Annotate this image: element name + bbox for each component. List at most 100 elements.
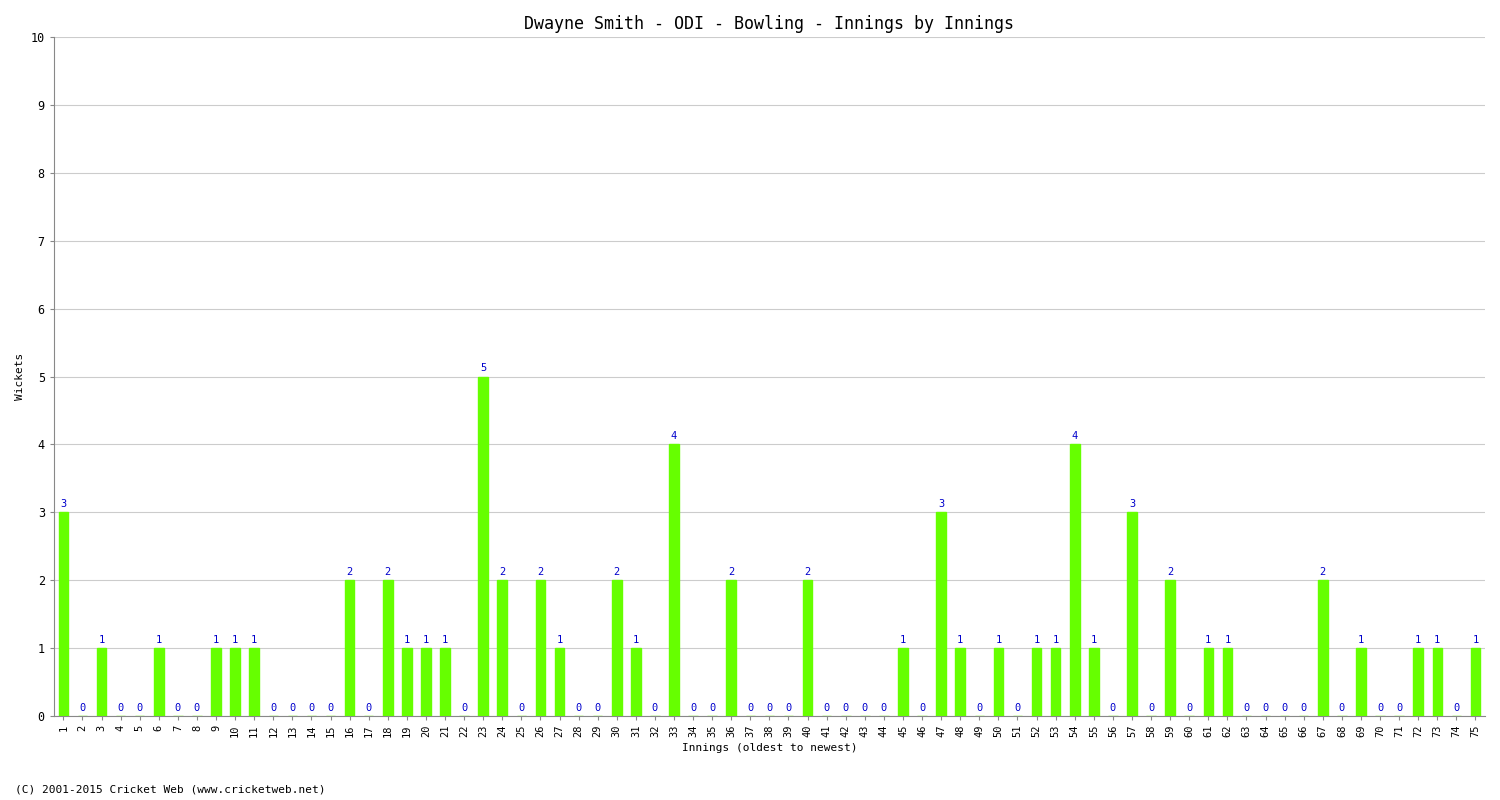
Text: 0: 0 [1014, 702, 1020, 713]
Text: 0: 0 [1396, 702, 1402, 713]
Text: 1: 1 [1434, 634, 1440, 645]
Bar [440, 648, 450, 716]
Text: 0: 0 [920, 702, 926, 713]
Text: 0: 0 [1281, 702, 1288, 713]
Text: (C) 2001-2015 Cricket Web (www.cricketweb.net): (C) 2001-2015 Cricket Web (www.cricketwe… [15, 784, 326, 794]
Bar [956, 648, 964, 716]
Text: 0: 0 [1340, 702, 1346, 713]
Text: 2: 2 [500, 567, 506, 577]
Text: 0: 0 [861, 702, 868, 713]
Text: 0: 0 [1186, 702, 1192, 713]
Bar [382, 580, 393, 716]
Text: 0: 0 [690, 702, 696, 713]
Text: 1: 1 [1358, 634, 1364, 645]
Bar [936, 512, 946, 716]
Text: 0: 0 [747, 702, 753, 713]
Text: 1: 1 [232, 634, 238, 645]
Bar [98, 648, 106, 716]
Bar [231, 648, 240, 716]
Text: 1: 1 [442, 634, 448, 645]
Text: 3: 3 [938, 499, 945, 509]
Text: 1: 1 [633, 634, 639, 645]
Text: 0: 0 [136, 702, 142, 713]
Text: 0: 0 [80, 702, 86, 713]
Text: 2: 2 [728, 567, 735, 577]
Text: 0: 0 [652, 702, 658, 713]
Text: 0: 0 [1300, 702, 1306, 713]
Bar [211, 648, 220, 716]
Y-axis label: Wickets: Wickets [15, 353, 26, 400]
Bar [1356, 648, 1365, 716]
Bar [1432, 648, 1442, 716]
Bar [1222, 648, 1232, 716]
Text: 0: 0 [766, 702, 772, 713]
Text: 1: 1 [1053, 634, 1059, 645]
Text: 0: 0 [518, 702, 525, 713]
Text: 3: 3 [1130, 499, 1136, 509]
Text: 0: 0 [710, 702, 716, 713]
Text: 1: 1 [996, 634, 1002, 645]
Text: 0: 0 [290, 702, 296, 713]
Bar [1203, 648, 1214, 716]
Text: 1: 1 [957, 634, 963, 645]
Bar [345, 580, 354, 716]
Text: 0: 0 [1244, 702, 1250, 713]
Bar [1032, 648, 1041, 716]
Bar [993, 648, 1004, 716]
Text: 1: 1 [251, 634, 258, 645]
Bar [1318, 580, 1328, 716]
Text: 1: 1 [213, 634, 219, 645]
X-axis label: Innings (oldest to newest): Innings (oldest to newest) [681, 743, 856, 753]
Bar [58, 512, 68, 716]
Text: 0: 0 [327, 702, 333, 713]
Text: 0: 0 [1148, 702, 1154, 713]
Text: 1: 1 [423, 634, 429, 645]
Text: 0: 0 [576, 702, 582, 713]
Text: 0: 0 [174, 702, 182, 713]
Text: 0: 0 [594, 702, 602, 713]
Bar [498, 580, 507, 716]
Bar [1070, 445, 1080, 716]
Title: Dwayne Smith - ODI - Bowling - Innings by Innings: Dwayne Smith - ODI - Bowling - Innings b… [525, 15, 1014, 33]
Text: 0: 0 [843, 702, 849, 713]
Text: 4: 4 [1071, 431, 1078, 441]
Bar [249, 648, 259, 716]
Bar [1052, 648, 1060, 716]
Text: 0: 0 [1110, 702, 1116, 713]
Text: 2: 2 [804, 567, 810, 577]
Text: 0: 0 [194, 702, 200, 713]
Text: 0: 0 [460, 702, 466, 713]
Text: 2: 2 [537, 567, 543, 577]
Text: 1: 1 [99, 634, 105, 645]
Bar [478, 377, 488, 716]
Text: 1: 1 [1090, 634, 1096, 645]
Text: 5: 5 [480, 363, 486, 374]
Bar [898, 648, 908, 716]
Bar [1166, 580, 1174, 716]
Text: 0: 0 [880, 702, 886, 713]
Bar [1126, 512, 1137, 716]
Text: 0: 0 [786, 702, 792, 713]
Text: 1: 1 [156, 634, 162, 645]
Bar [632, 648, 640, 716]
Bar [555, 648, 564, 716]
Bar [1413, 648, 1424, 716]
Text: 1: 1 [404, 634, 410, 645]
Text: 0: 0 [1263, 702, 1269, 713]
Bar [1470, 648, 1480, 716]
Text: 2: 2 [614, 567, 620, 577]
Text: 1: 1 [1473, 634, 1479, 645]
Text: 1: 1 [556, 634, 562, 645]
Text: 2: 2 [1167, 567, 1173, 577]
Text: 0: 0 [309, 702, 315, 713]
Bar [669, 445, 680, 716]
Text: 0: 0 [1454, 702, 1460, 713]
Text: 2: 2 [1320, 567, 1326, 577]
Bar [402, 648, 411, 716]
Bar [802, 580, 813, 716]
Bar [154, 648, 164, 716]
Text: 0: 0 [366, 702, 372, 713]
Text: 4: 4 [670, 431, 676, 441]
Text: 0: 0 [976, 702, 982, 713]
Bar [612, 580, 621, 716]
